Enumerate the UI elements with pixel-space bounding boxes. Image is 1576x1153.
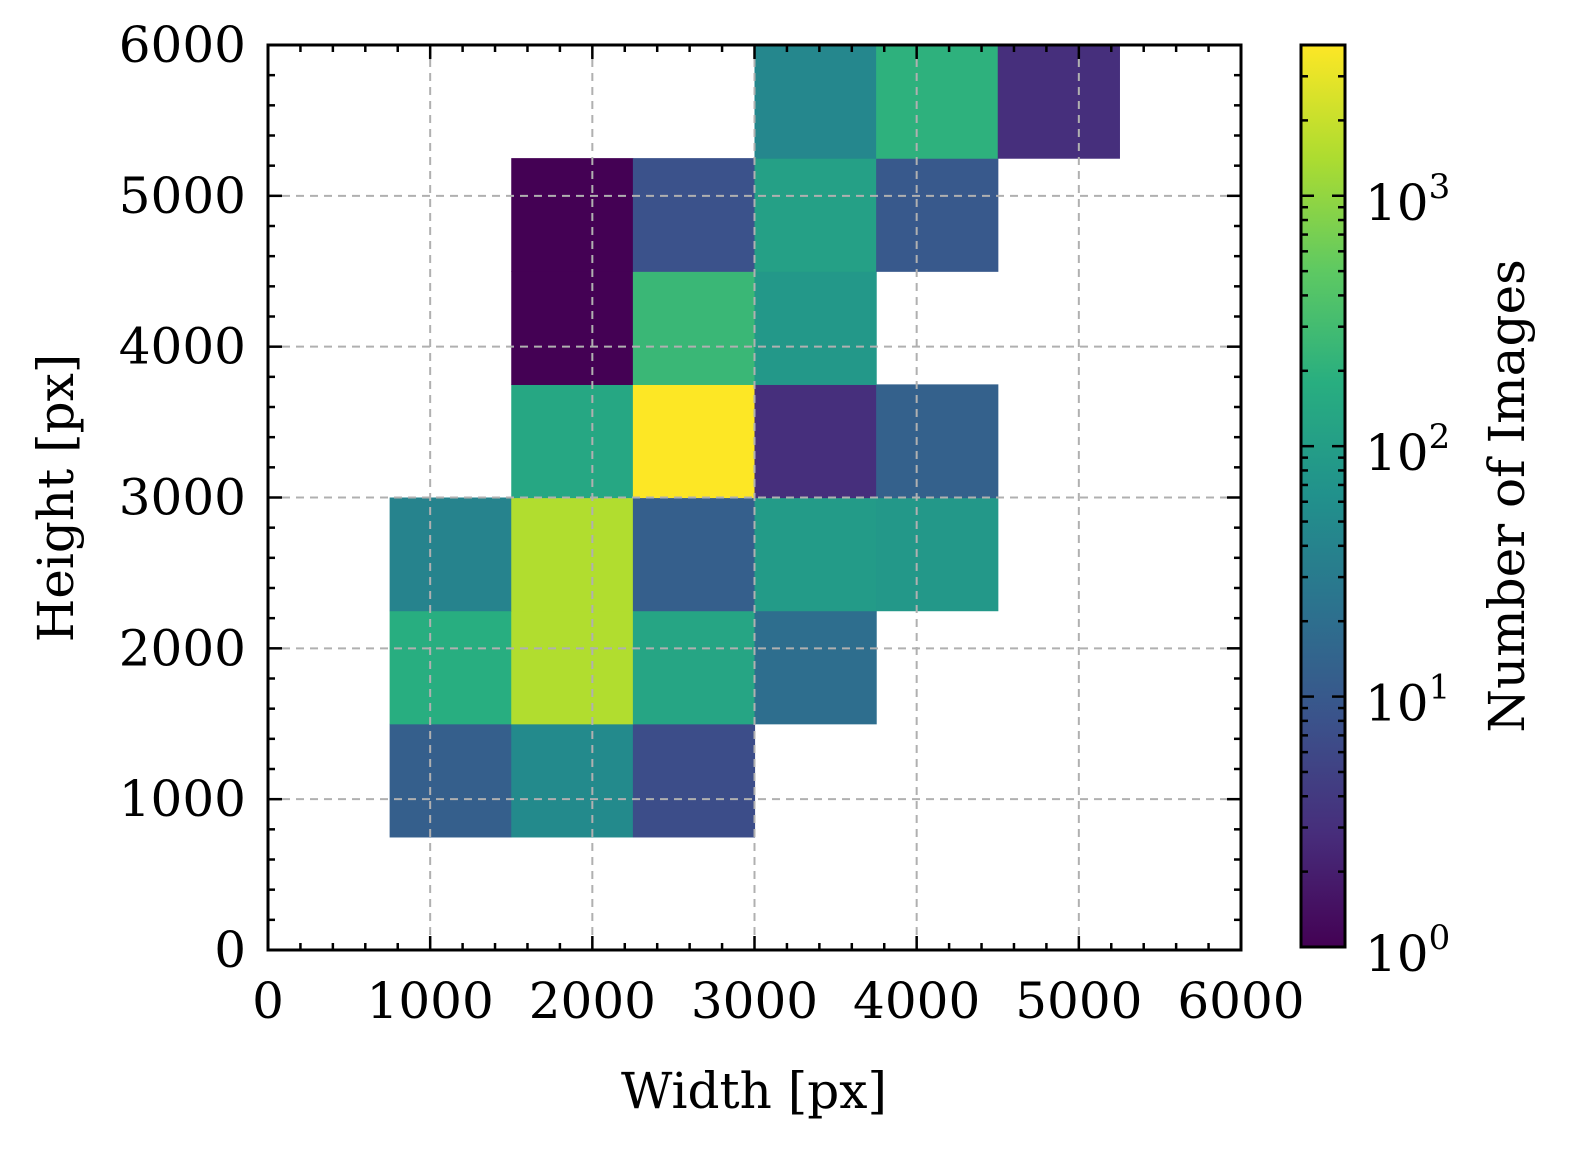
heatmap-cell [632,384,756,499]
heatmap-cell [876,45,999,159]
heatmap-cell [389,497,512,612]
plot-frame [266,43,1243,952]
heatmap-cell [754,497,877,612]
colorbar-tick-label: 103 [1365,167,1450,232]
heatmap-cell [632,158,756,272]
heatmap-cell [754,271,877,385]
x-tick-label: 3000 [691,972,818,1030]
x-tick-label: 0 [252,972,284,1030]
heatmap-cell [511,610,634,725]
heatmap-cell [511,271,634,385]
x-axis-label: Width [px] [621,1062,887,1120]
heatmap-cell [754,610,877,725]
colorbar-tick-label: 101 [1365,668,1450,733]
heatmap-cell [876,497,999,612]
colorbar: 100 101 102 103 Number of Images [1299,43,1536,983]
heatmap-cell [632,723,756,838]
y-tick-label: 2000 [119,619,246,677]
colorbar-label: Number of Images [1478,259,1536,733]
colorbar-tick-label: 100 [1365,918,1450,983]
y-tick-label: 5000 [119,167,246,225]
heatmap-cells [389,45,1120,838]
heatmap-cell [632,271,756,385]
x-tick-label: 2000 [529,972,656,1030]
y-tick-label: 4000 [119,318,246,376]
heatmap-cell [754,384,877,499]
heatmap-cell [511,497,634,612]
grid [268,45,1241,950]
colorbar-tick-label: 102 [1365,417,1450,482]
colorbar-frame [1299,43,1347,949]
heatmap-cell [997,45,1120,159]
heatmap-cell [632,610,756,725]
colorbar-ticks: 100 101 102 103 [1301,43,1450,983]
y-tick-labels: 0 1000 2000 3000 4000 5000 6000 [119,16,246,979]
heatmap-cell [511,158,634,272]
y-tick-label: 1000 [119,770,246,828]
y-tick-label: 0 [214,921,246,979]
heatmap-cell [754,158,877,272]
x-tick-label: 6000 [1177,972,1304,1030]
colorbar-gradient [1301,45,1345,947]
heatmap-cell [389,610,512,725]
heatmap-cell [876,158,999,272]
x-tick-label: 1000 [367,972,494,1030]
y-tick-label: 6000 [119,16,246,74]
y-tick-label: 3000 [119,469,246,527]
heatmap-cell [511,384,634,499]
x-tick-labels: 0 1000 2000 3000 4000 5000 6000 [252,972,1305,1030]
x-tick-label: 5000 [1015,972,1142,1030]
heatmap-cell [389,723,512,838]
heatmap-cell [632,497,756,612]
heatmap-cell [511,723,634,838]
y-axis-label: Height [px] [27,354,85,643]
heatmap-cell [876,384,999,499]
heatmap-cell [754,45,877,159]
x-tick-label: 4000 [853,972,980,1030]
